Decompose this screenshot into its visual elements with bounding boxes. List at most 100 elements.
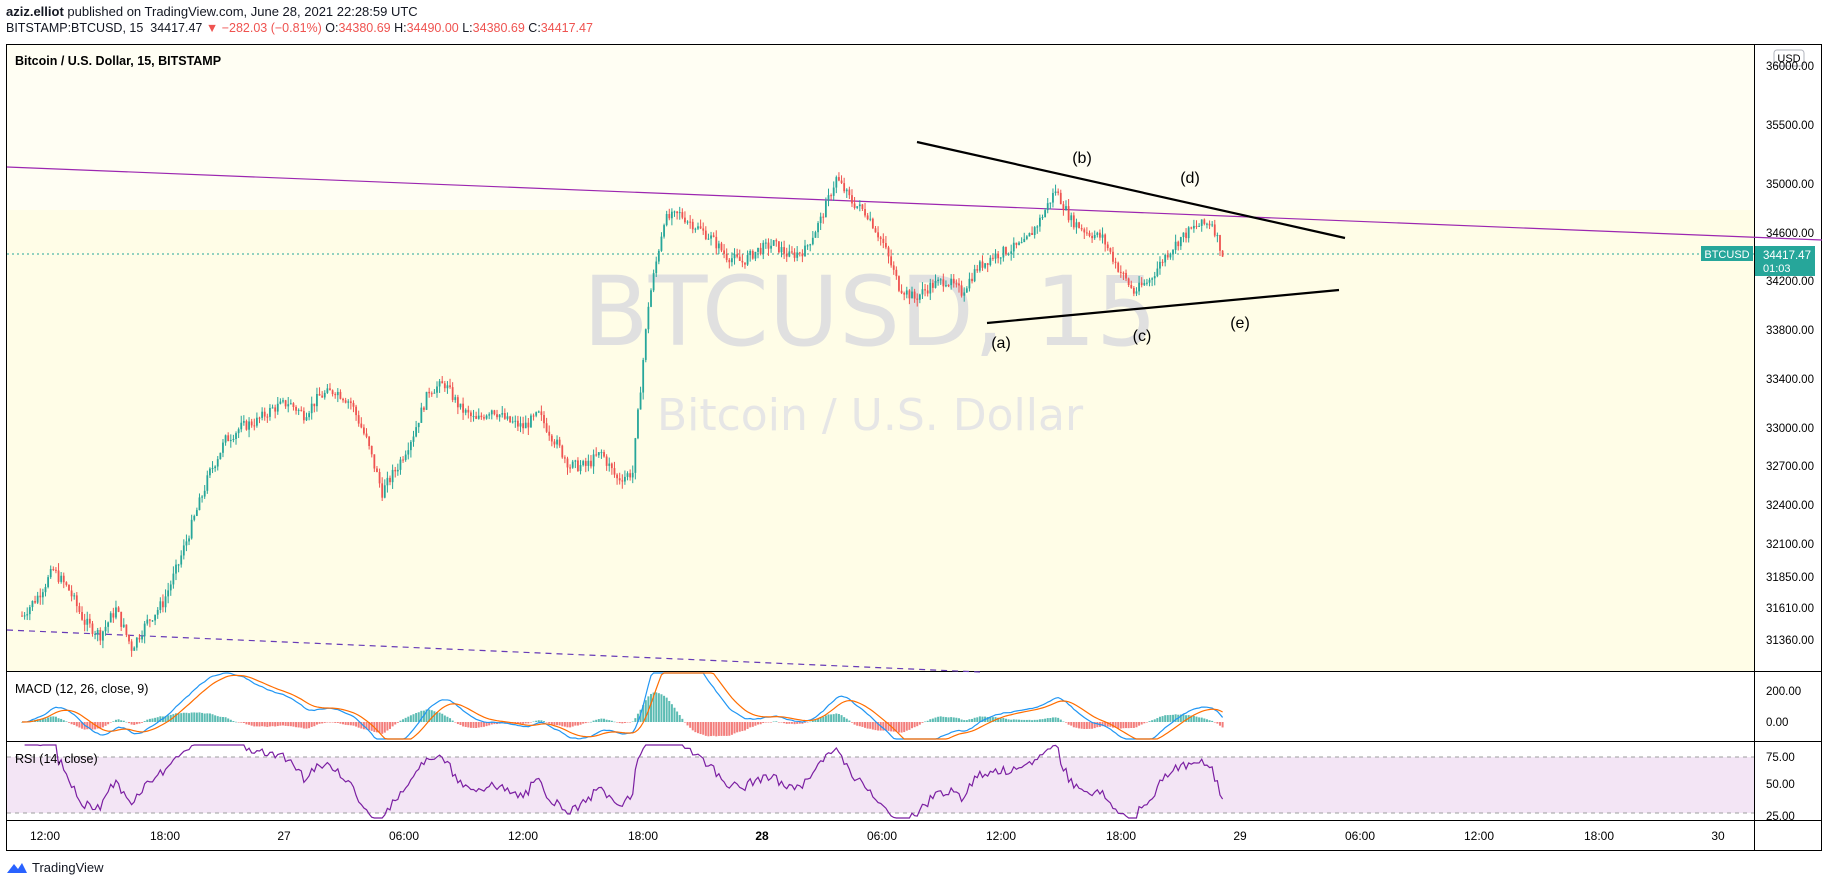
candle[interactable] bbox=[1085, 232, 1088, 234]
candle[interactable] bbox=[754, 251, 757, 259]
candle[interactable] bbox=[146, 619, 149, 624]
candle[interactable] bbox=[360, 423, 363, 428]
candle[interactable] bbox=[1159, 261, 1161, 269]
candle[interactable] bbox=[496, 414, 498, 418]
candle[interactable] bbox=[1125, 272, 1127, 279]
candle[interactable] bbox=[626, 473, 629, 477]
candle[interactable] bbox=[1059, 192, 1062, 205]
candle[interactable] bbox=[1185, 232, 1187, 239]
candle[interactable] bbox=[514, 420, 517, 422]
candle[interactable] bbox=[814, 232, 817, 238]
main-legend[interactable]: Bitcoin / U.S. Dollar, 15, BITSTAMP bbox=[15, 54, 221, 68]
dashed-trendline[interactable] bbox=[6, 629, 981, 673]
candle[interactable] bbox=[271, 407, 274, 409]
candle[interactable] bbox=[950, 278, 953, 286]
candle[interactable] bbox=[329, 388, 331, 391]
candle[interactable] bbox=[21, 615, 23, 617]
candle[interactable] bbox=[1012, 242, 1015, 252]
candle[interactable] bbox=[107, 622, 110, 627]
candle[interactable] bbox=[817, 223, 819, 233]
candle[interactable] bbox=[1132, 287, 1135, 294]
candle[interactable] bbox=[376, 468, 378, 473]
candle[interactable] bbox=[1213, 224, 1216, 236]
candle[interactable] bbox=[1166, 254, 1169, 258]
candle[interactable] bbox=[302, 410, 305, 421]
candle[interactable] bbox=[459, 403, 462, 408]
candle[interactable] bbox=[1049, 202, 1052, 204]
candle[interactable] bbox=[1119, 271, 1122, 273]
candle[interactable] bbox=[363, 427, 365, 434]
candle[interactable] bbox=[1067, 206, 1070, 221]
candle[interactable] bbox=[981, 261, 984, 268]
candle[interactable] bbox=[88, 618, 91, 624]
candle[interactable] bbox=[446, 385, 449, 389]
candle[interactable] bbox=[929, 282, 932, 294]
candle[interactable] bbox=[47, 577, 49, 588]
candle[interactable] bbox=[115, 607, 117, 618]
candle[interactable] bbox=[945, 285, 947, 287]
candle[interactable] bbox=[856, 206, 859, 208]
candle[interactable] bbox=[433, 392, 436, 394]
candle[interactable] bbox=[830, 195, 832, 197]
candle[interactable] bbox=[963, 292, 966, 296]
candle[interactable] bbox=[618, 478, 621, 481]
candle[interactable] bbox=[908, 290, 911, 299]
candle[interactable] bbox=[978, 261, 981, 271]
candle[interactable] bbox=[958, 283, 960, 286]
candle[interactable] bbox=[1099, 232, 1101, 238]
candle[interactable] bbox=[83, 619, 86, 625]
candle[interactable] bbox=[506, 416, 509, 419]
candle[interactable] bbox=[934, 281, 937, 288]
candle[interactable] bbox=[911, 291, 913, 299]
candle[interactable] bbox=[561, 445, 564, 458]
candle[interactable] bbox=[44, 587, 47, 593]
candle[interactable] bbox=[725, 253, 728, 260]
candle[interactable] bbox=[704, 230, 707, 240]
candle[interactable] bbox=[141, 636, 143, 640]
candle[interactable] bbox=[65, 582, 68, 585]
candle[interactable] bbox=[1109, 248, 1112, 252]
candle[interactable] bbox=[764, 242, 767, 244]
candle[interactable] bbox=[373, 454, 376, 469]
candle[interactable] bbox=[313, 403, 316, 407]
candle[interactable] bbox=[741, 260, 744, 263]
candle[interactable] bbox=[1065, 206, 1067, 211]
candle[interactable] bbox=[1172, 249, 1174, 254]
candle[interactable] bbox=[1091, 235, 1093, 239]
candle[interactable] bbox=[892, 265, 895, 270]
candle[interactable] bbox=[133, 647, 136, 651]
candle[interactable] bbox=[1075, 222, 1078, 228]
candle[interactable] bbox=[647, 306, 650, 330]
candle[interactable] bbox=[99, 630, 102, 641]
candle[interactable] bbox=[762, 242, 765, 254]
price-axis[interactable]: 36000.00 35500.00 35000.00 34600.00 3420… bbox=[1766, 61, 1814, 823]
candle[interactable] bbox=[1010, 251, 1013, 254]
candle[interactable] bbox=[347, 401, 350, 403]
candle[interactable] bbox=[824, 200, 827, 218]
candle[interactable] bbox=[997, 253, 1000, 259]
candle[interactable] bbox=[370, 445, 373, 455]
candle[interactable] bbox=[665, 214, 668, 226]
candle[interactable] bbox=[31, 601, 34, 608]
candle[interactable] bbox=[229, 440, 232, 442]
candle[interactable] bbox=[331, 390, 334, 395]
candle[interactable] bbox=[691, 221, 694, 230]
candle[interactable] bbox=[804, 245, 806, 257]
candle[interactable] bbox=[188, 538, 190, 542]
candle[interactable] bbox=[1130, 284, 1133, 288]
candle[interactable] bbox=[209, 468, 211, 476]
candle[interactable] bbox=[582, 461, 585, 466]
candle[interactable] bbox=[138, 637, 141, 640]
candle[interactable] bbox=[882, 238, 885, 244]
candle[interactable] bbox=[279, 401, 282, 404]
candle[interactable] bbox=[900, 290, 903, 294]
candle[interactable] bbox=[749, 250, 752, 256]
candle[interactable] bbox=[300, 409, 303, 411]
candle[interactable] bbox=[1206, 223, 1208, 225]
candle[interactable] bbox=[639, 392, 642, 410]
candle[interactable] bbox=[52, 569, 55, 571]
candle[interactable] bbox=[245, 421, 248, 430]
candle[interactable] bbox=[409, 441, 412, 451]
candle[interactable] bbox=[1005, 246, 1007, 255]
candle[interactable] bbox=[563, 457, 566, 459]
